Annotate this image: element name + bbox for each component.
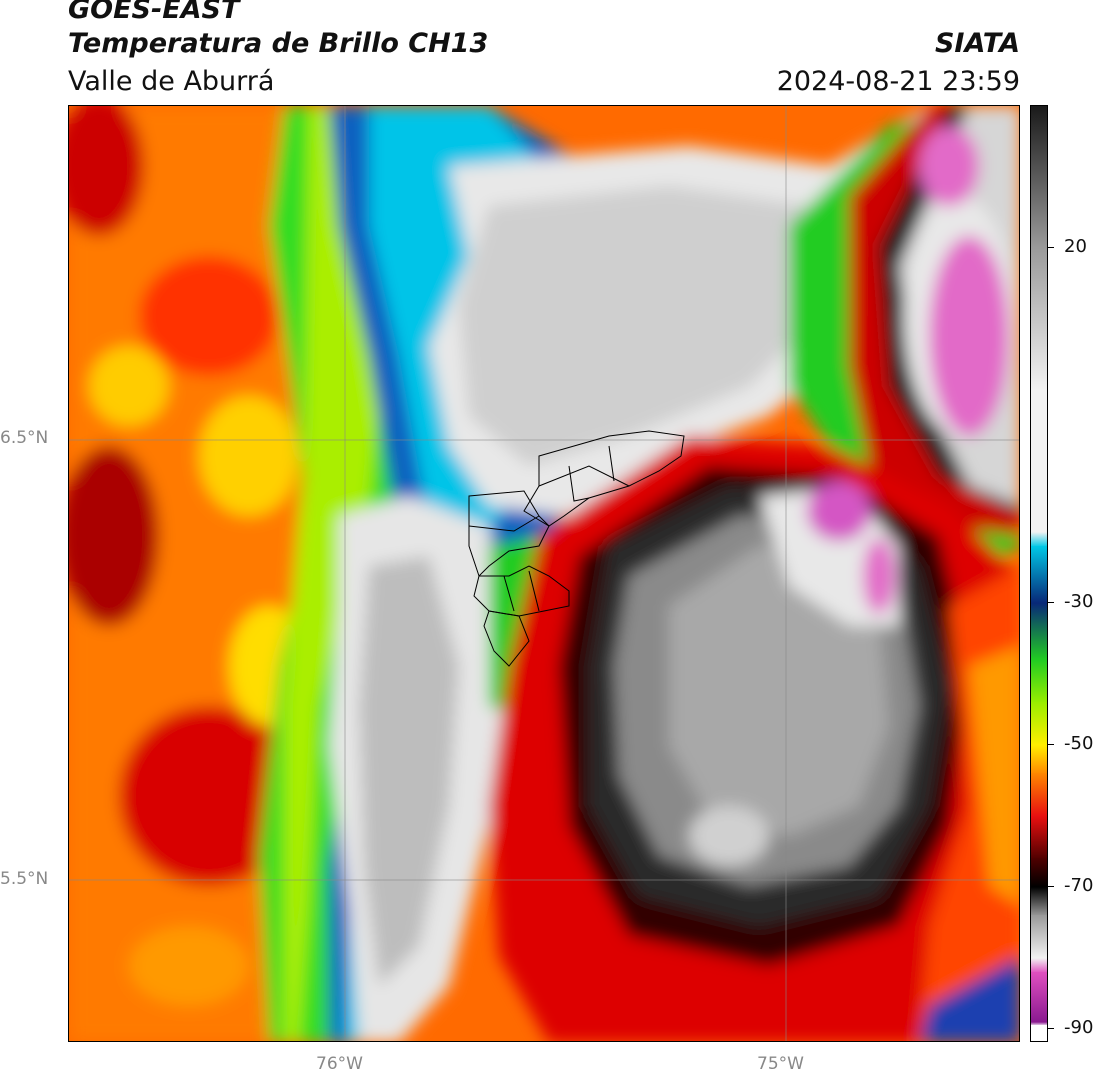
- municipality-boundaries: [468, 430, 685, 667]
- colorbar-segment: [1031, 744, 1047, 774]
- brightness-temperature-field: [69, 106, 1019, 1041]
- colorbar-segment: [1031, 602, 1047, 661]
- colorbar-tick-label: -50: [1064, 732, 1094, 754]
- lat-label-5-5n: 5.5°N: [0, 869, 49, 889]
- colorbar-segment: [1031, 702, 1047, 746]
- colorbar-tick-label: -30: [1064, 590, 1094, 612]
- timestamp-label: 2024-08-21 23:59: [776, 66, 1020, 97]
- temperature-contours: [69, 106, 1019, 1041]
- colorbar-tick-label: -70: [1064, 874, 1094, 896]
- map-subtitle-region: Valle de Aburrá: [68, 66, 275, 97]
- lon-label-75w: 75°W: [757, 1054, 804, 1074]
- colorbar-tick: [1048, 743, 1054, 745]
- colorbar-segment: [1031, 972, 1047, 1023]
- colorbar-segment: [1031, 389, 1047, 533]
- colorbar-segment: [1031, 1021, 1047, 1026]
- colorbar-segment: [1031, 659, 1047, 703]
- colorbar-segment: [1031, 531, 1047, 547]
- organization-label: SIATA: [934, 28, 1020, 59]
- colorbar-tick-label: 20: [1064, 235, 1087, 257]
- lon-label-76w: 76°W: [316, 1054, 363, 1074]
- colorbar-segment: [1031, 815, 1047, 859]
- map-title-product: Temperatura de Brillo CH13: [68, 28, 489, 59]
- colorbar-tick-label: -90: [1064, 1016, 1094, 1038]
- colorbar-segment: [1031, 957, 1047, 973]
- colorbar-segment: [1031, 247, 1047, 391]
- satellite-image-map: [68, 105, 1020, 1042]
- colorbar-segment: [1031, 106, 1047, 249]
- colorbar-tick: [1048, 601, 1054, 603]
- lat-label-6-5n: 6.5°N: [0, 428, 49, 448]
- colorbar-tick: [1048, 1027, 1054, 1029]
- colorbar-segment: [1031, 886, 1047, 916]
- colorbar-tick: [1048, 246, 1054, 248]
- colorbar-tick: [1048, 885, 1054, 887]
- colorbar-segment: [1031, 773, 1047, 817]
- colorbar-segment: [1031, 915, 1047, 959]
- colorbar-segment: [1031, 1025, 1047, 1041]
- colorbar: [1030, 105, 1048, 1042]
- colorbar-segment: [1031, 546, 1047, 604]
- colorbar-segment: [1031, 858, 1047, 888]
- map-title-satellite: GOES-EAST: [68, 0, 240, 25]
